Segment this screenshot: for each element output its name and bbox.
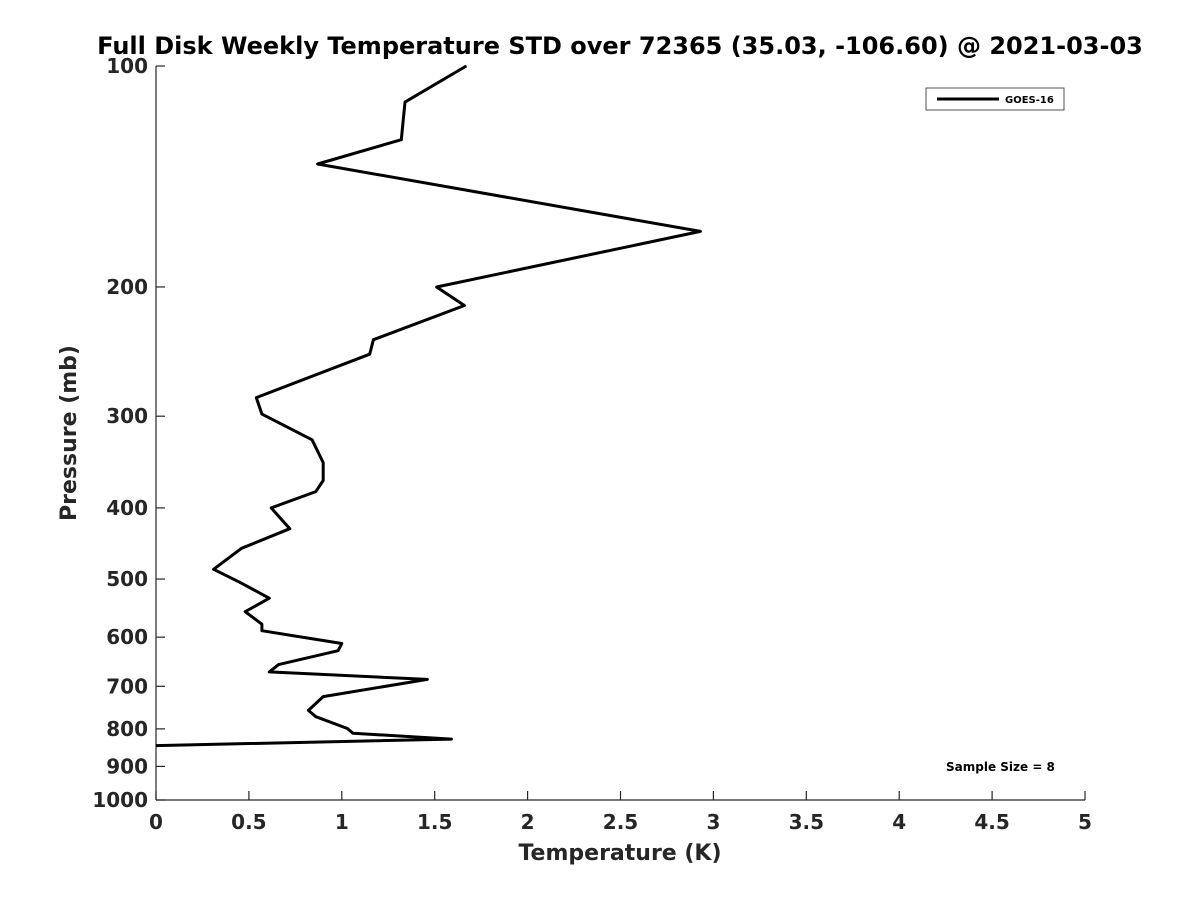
data-point <box>463 305 465 306</box>
x-tick-label: 1.5 <box>417 810 452 834</box>
x-tick-label: 4.5 <box>974 810 1009 834</box>
data-point <box>317 163 319 165</box>
data-point <box>400 139 402 141</box>
x-tick-label: 1 <box>335 810 349 834</box>
y-tick-label: 100 <box>106 54 148 78</box>
y-tick-label: 300 <box>106 404 148 428</box>
data-point <box>268 671 270 673</box>
data-point <box>270 507 272 509</box>
y-tick-label: 600 <box>106 625 148 649</box>
data-point <box>699 230 701 232</box>
data-point <box>346 728 348 729</box>
data-point <box>255 397 257 399</box>
legend-label: GOES-16 <box>1005 95 1054 106</box>
data-point <box>289 528 291 530</box>
data-point <box>337 650 339 652</box>
x-ticks: 0 0.5 1 1.5 2 2.5 3 3.5 4 4.5 5 <box>149 791 1092 834</box>
y-tick-label: 200 <box>106 275 148 299</box>
data-point <box>261 413 263 415</box>
data-point <box>307 709 309 711</box>
data-point <box>436 286 438 288</box>
data-point <box>426 678 428 680</box>
x-tick-label: 2.5 <box>603 810 638 834</box>
data-point <box>322 696 324 698</box>
data-point <box>278 664 280 666</box>
data-point <box>155 745 157 747</box>
data-point <box>311 439 313 441</box>
x-tick-label: 4 <box>892 810 906 834</box>
x-tick-label: 3 <box>706 810 720 834</box>
x-tick-label: 0.5 <box>231 810 266 834</box>
data-point <box>261 623 263 625</box>
y-ticks: 100 200 300 400 500 600 700 800 900 1000 <box>92 54 165 812</box>
x-tick-label: 2 <box>521 810 535 834</box>
data-point <box>244 611 246 613</box>
series-line-goes-16 <box>155 64 702 748</box>
y-tick-label: 900 <box>106 754 148 778</box>
y-tick-label: 1000 <box>92 788 148 812</box>
y-axis-label: Pressure (mb) <box>57 345 82 521</box>
data-point <box>369 353 371 355</box>
series-layer <box>155 64 702 748</box>
data-point <box>322 480 324 481</box>
data-point <box>450 738 452 740</box>
x-tick-label: 5 <box>1078 810 1092 834</box>
data-point <box>372 339 374 341</box>
x-axis-label: Temperature (K) <box>518 841 721 866</box>
data-point <box>315 491 317 493</box>
data-point <box>315 716 317 718</box>
chart-title: Full Disk Weekly Temperature STD over 72… <box>97 32 1143 60</box>
y-tick-label: 400 <box>106 496 148 520</box>
data-point <box>241 547 242 549</box>
y-tick-label: 500 <box>106 567 148 591</box>
data-point <box>261 630 263 632</box>
legend: GOES-16 <box>925 87 1065 111</box>
x-tick-label: 3.5 <box>789 810 824 834</box>
data-point <box>322 462 324 464</box>
x-tick-label: 0 <box>149 810 163 834</box>
data-point <box>352 732 354 734</box>
data-point <box>239 581 241 583</box>
data-point <box>268 597 270 599</box>
data-point <box>404 101 406 103</box>
y-tick-label: 700 <box>106 674 148 698</box>
sample-size-annotation: Sample Size = 8 <box>946 760 1055 774</box>
data-point <box>465 65 467 67</box>
y-tick-label: 800 <box>106 717 148 741</box>
data-point <box>341 643 343 644</box>
data-point <box>213 568 215 570</box>
